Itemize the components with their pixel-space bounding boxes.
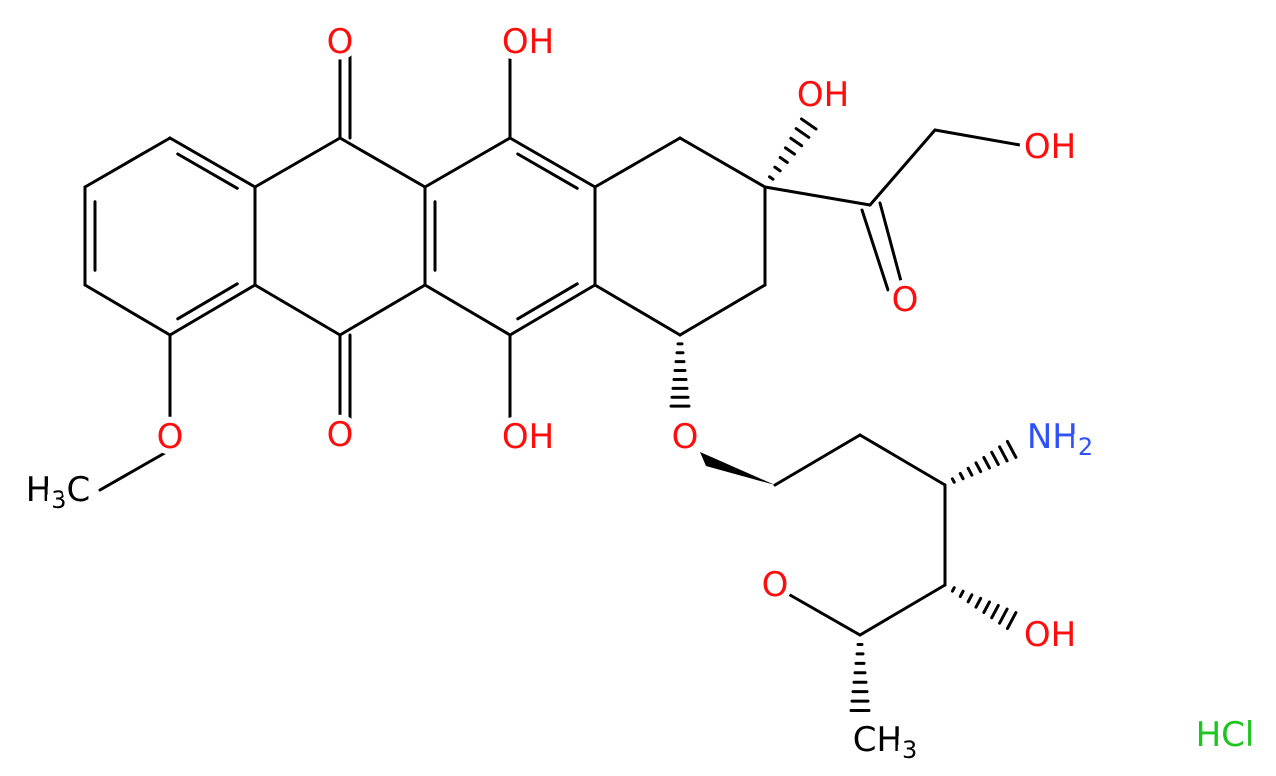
bond xyxy=(423,283,512,337)
bond xyxy=(773,433,862,487)
bond xyxy=(868,128,937,207)
atom-text: H xyxy=(26,470,52,510)
bond xyxy=(176,152,239,190)
bond xyxy=(783,146,797,156)
atom-label: OH xyxy=(1024,127,1076,167)
bond xyxy=(593,283,682,337)
atom-label: O xyxy=(157,417,184,457)
bond xyxy=(593,136,682,189)
atom-text: OH xyxy=(502,22,554,62)
atom-subscript: 3 xyxy=(51,486,66,514)
atom-subscript: 2 xyxy=(1078,433,1093,461)
bond xyxy=(176,282,239,321)
atom-label: NH2 xyxy=(1027,417,1093,461)
atom-text: O xyxy=(672,417,699,457)
bond xyxy=(858,433,947,487)
bond xyxy=(763,185,872,207)
bond xyxy=(768,175,775,181)
atom-text: C xyxy=(67,470,91,510)
atom-label: O xyxy=(327,22,354,62)
bond xyxy=(860,208,890,292)
atom-text: OH xyxy=(1024,615,1076,655)
wedge-bond xyxy=(700,452,775,485)
bond xyxy=(982,600,991,615)
bond xyxy=(858,583,947,637)
atom-label: HCl xyxy=(1196,715,1255,755)
atom-text: OH xyxy=(1024,127,1076,167)
bond xyxy=(168,283,257,337)
bond xyxy=(678,136,767,189)
atom-label: H3C xyxy=(26,470,91,514)
atom-subscript: 3 xyxy=(902,736,917,764)
atom-text: OH xyxy=(797,75,849,115)
atom-text: O xyxy=(892,280,919,320)
bond xyxy=(253,283,342,337)
bond xyxy=(990,603,1000,620)
atom-text: CH xyxy=(853,720,902,760)
bond xyxy=(773,165,782,173)
bond xyxy=(168,136,257,189)
bond xyxy=(678,283,767,337)
atom-label: OH xyxy=(502,417,554,457)
bond xyxy=(1005,611,1018,630)
atom-label: OH xyxy=(797,75,849,115)
bond xyxy=(508,283,597,337)
bond xyxy=(83,283,172,337)
bond xyxy=(990,450,1000,467)
atom-text: NH xyxy=(1027,417,1078,457)
bond xyxy=(950,477,956,484)
atom-label: O xyxy=(672,417,699,457)
bond xyxy=(1005,440,1018,459)
bond xyxy=(778,156,789,164)
atom-text: OH xyxy=(502,417,554,457)
atom-text: O xyxy=(157,417,184,457)
bond xyxy=(974,596,983,609)
bond xyxy=(974,461,983,474)
bond xyxy=(958,471,965,481)
atom-label: CH3 xyxy=(853,720,918,764)
bond xyxy=(966,466,974,477)
bond xyxy=(966,593,974,604)
bond xyxy=(98,448,172,492)
atom-text: O xyxy=(327,22,354,62)
bond xyxy=(423,136,512,189)
atom-label: O xyxy=(327,415,354,455)
atom-text: O xyxy=(327,415,354,455)
bond xyxy=(950,586,956,593)
bond xyxy=(508,136,597,189)
atom-label: O xyxy=(762,565,789,605)
bond xyxy=(794,127,811,139)
bond xyxy=(83,136,172,189)
atom-label: OH xyxy=(502,22,554,62)
bond xyxy=(788,593,862,637)
bond xyxy=(998,445,1009,463)
bond xyxy=(338,283,427,337)
bond xyxy=(516,282,579,321)
bond xyxy=(982,455,991,470)
bond xyxy=(878,201,904,287)
bond xyxy=(998,607,1009,625)
bond xyxy=(338,136,427,189)
atom-label: OH xyxy=(1024,615,1076,655)
bond xyxy=(799,117,818,131)
bond xyxy=(789,136,804,148)
atom-text: O xyxy=(762,565,789,605)
bond xyxy=(958,589,965,599)
atom-label: O xyxy=(892,280,919,320)
bond xyxy=(516,152,579,190)
bond xyxy=(253,136,342,189)
bond xyxy=(933,128,1022,147)
atom-text: HCl xyxy=(1196,715,1255,755)
